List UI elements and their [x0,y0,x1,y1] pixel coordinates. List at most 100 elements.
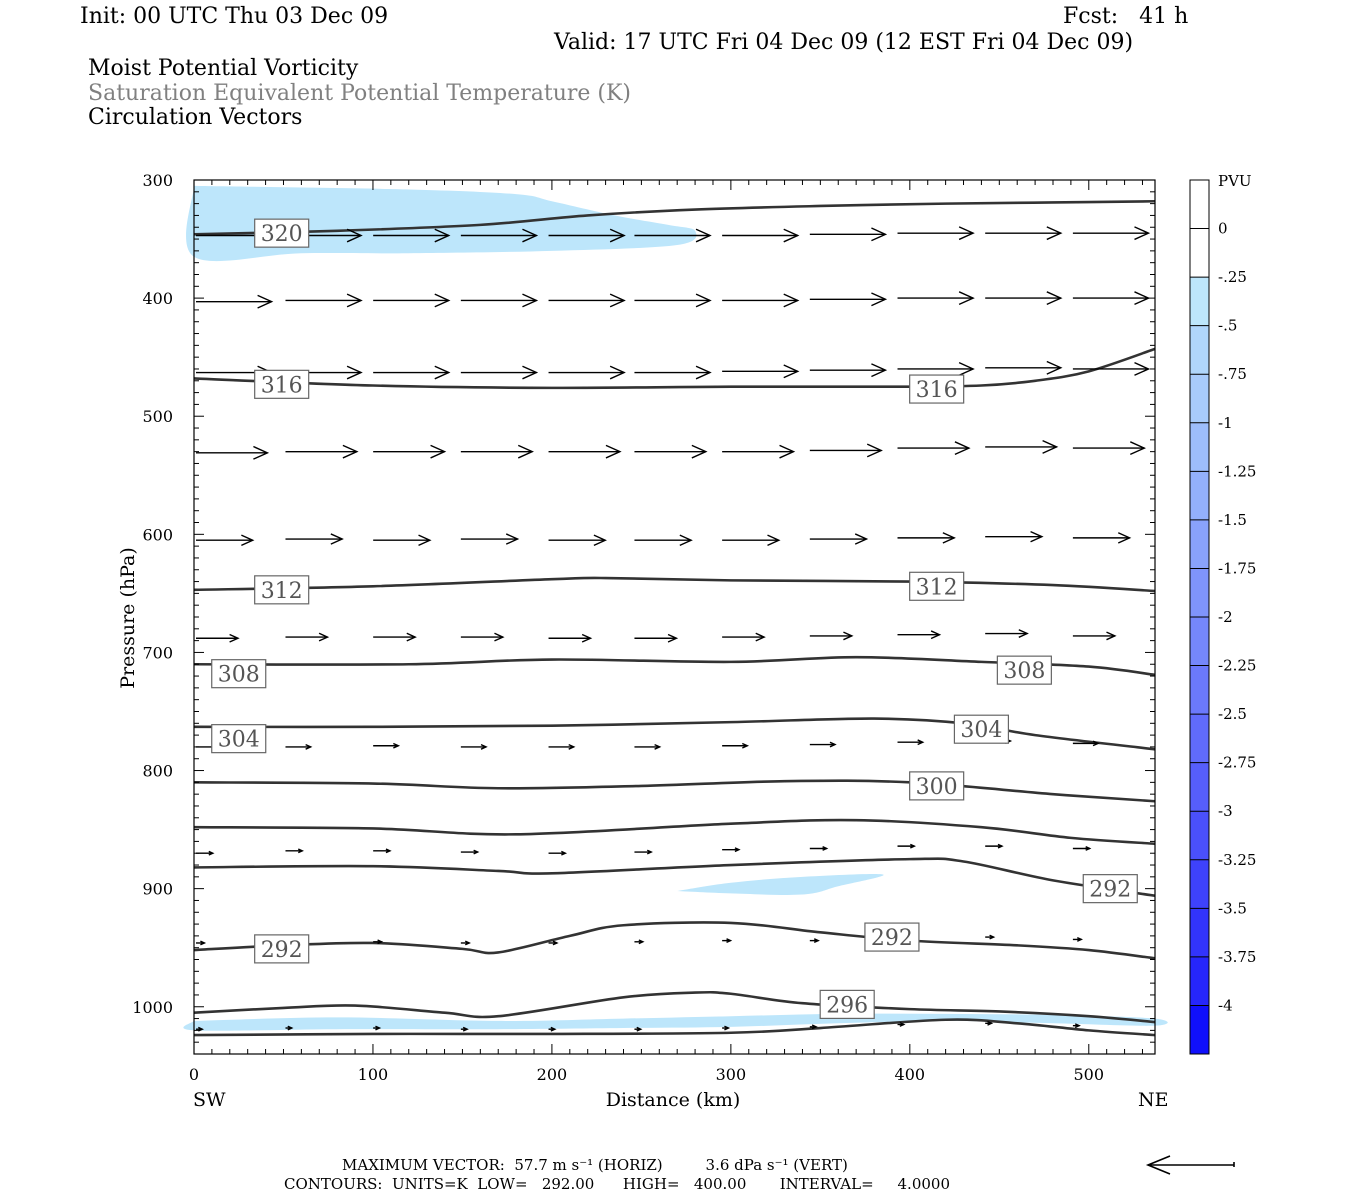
contour-label-text: 316 [261,373,303,398]
colorbar-label: -2.25 [1218,657,1256,675]
circulation-vector [634,365,712,380]
contour-label-316: 316 [254,369,310,399]
colorbar-label: -2 [1218,608,1233,626]
colorbar-label: -1.5 [1218,511,1247,529]
circulation-vector [1072,1023,1081,1029]
circulation-vector [634,633,679,643]
y-tick-label: 500 [142,407,173,426]
circulation-vector [809,631,854,641]
colorbar-cell [1190,714,1209,763]
circulation-vector [634,744,662,750]
circulation-vector [634,534,693,546]
x-tick-label: 300 [716,1065,747,1084]
y-tick-label: 700 [142,643,173,662]
contour-label-text: 292 [1089,878,1131,903]
init-time: Init: 00 UTC Thu 03 Dec 09 [80,4,389,29]
right-end-label: NE [1138,1089,1169,1111]
circulation-vector [985,934,996,940]
colorbar-cell [1190,859,1209,909]
colorbar-cell [1190,1005,1209,1054]
colorbar: 0 -.25 -.5 -.75 -1 -1.25 -1.5 -1.75 -2 -2.25 -2.5 -… [1189,179,1256,1055]
field-title-theta-e: Saturation Equivalent Potential Temperat… [88,81,631,106]
max-vector-note: MAXIMUM VECTOR: 57.7 m s⁻¹ (HORIZ) 3.6 d… [342,1156,848,1174]
circulation-vector [722,1025,731,1031]
contour-label-304: 304 [211,724,267,754]
circulation-vector [548,365,626,380]
colorbar-label: -1 [1218,414,1233,432]
circulation-vector [1072,441,1146,456]
theta-e-contour-292 [193,921,1156,960]
circulation-vector [634,444,708,459]
circulation-vector [1072,532,1132,544]
circulation-vector [985,843,1004,849]
circulation-vector [722,632,766,642]
circulation-vector [460,940,471,946]
circulation-vector [373,1025,382,1031]
circulation-vector [373,293,451,308]
circulation-vector [285,848,304,854]
circulation-vector [634,1026,643,1032]
circulation-vector [809,741,837,748]
contour-label-292: 292 [864,922,920,952]
contour-label-text: 300 [916,775,958,800]
colorbar-cell [1190,519,1209,569]
circulation-vector [460,1026,469,1032]
circulation-vector [373,632,417,642]
colorbar-cell [1190,811,1209,860]
theta-e-contour-304 [193,717,1156,751]
circulation-vector [196,1026,205,1032]
theta-e-contour-316 [193,347,1156,390]
axes: 0 100 200 300 400 500 300 400 500 600 700 800 900 100… [132,171,1156,1084]
colorbar-cell [1190,956,1209,1006]
colorbar-label: -2.5 [1218,705,1247,723]
colorbar-cell [1190,908,1209,957]
colorbar-cell [1190,568,1209,617]
colorbar-label: -.75 [1218,365,1247,383]
contour-label-text: 308 [1003,659,1045,684]
contour-note: CONTOURS: UNITS=K LOW= 292.00 HIGH= 400.… [284,1175,950,1193]
circulation-vector [809,363,888,378]
contour-label-text: 304 [218,728,260,753]
contour-label-text: 312 [916,575,958,600]
colorbar-cell [1190,374,1209,423]
x-tick-label: 200 [537,1065,568,1084]
circulation-vector [196,940,207,946]
circulation-vector [373,534,432,546]
left-end-label: SW [193,1089,226,1111]
colorbar-cell [1190,422,1209,472]
circulation-vector [809,846,829,851]
mpv-shading [183,185,1168,1031]
circulation-vector [373,848,392,854]
theta-e-contour-300 [193,1018,1156,1037]
contour-label-292: 292 [254,934,310,964]
circulation-vector [196,633,240,643]
theta-e-contour-312 [193,576,1156,593]
circulation-vector [897,630,942,640]
colorbar-label: -2.75 [1218,754,1256,772]
field-title-mpv: Moist Potential Vorticity [88,56,359,81]
circulation-vector [897,843,917,849]
colorbar-cell [1190,180,1209,229]
x-tick-label: 0 [189,1065,199,1084]
circulation-vector [373,939,384,945]
theta-e-contour-296 [193,990,1156,1024]
circulation-vector [548,744,576,750]
contour-label-300: 300 [909,771,965,801]
circulation-vector [460,533,520,545]
circulation-vector [1072,740,1100,747]
circulation-vector [809,292,888,307]
theta-e-contour-292 [193,857,1156,898]
field-title-vectors: Circulation Vectors [88,105,303,130]
circulation-vector [285,444,359,459]
circulation-vector [460,228,539,243]
circulation-vector [985,530,1044,543]
circulation-vector [373,228,451,243]
circulation-vector [722,228,800,243]
circulation-vector [285,632,330,642]
circulation-vector [722,847,741,853]
circulation-vector [548,228,626,243]
circulation-vector [897,1022,906,1027]
circulation-vector [634,293,712,308]
contour-label-text: 296 [826,993,868,1018]
